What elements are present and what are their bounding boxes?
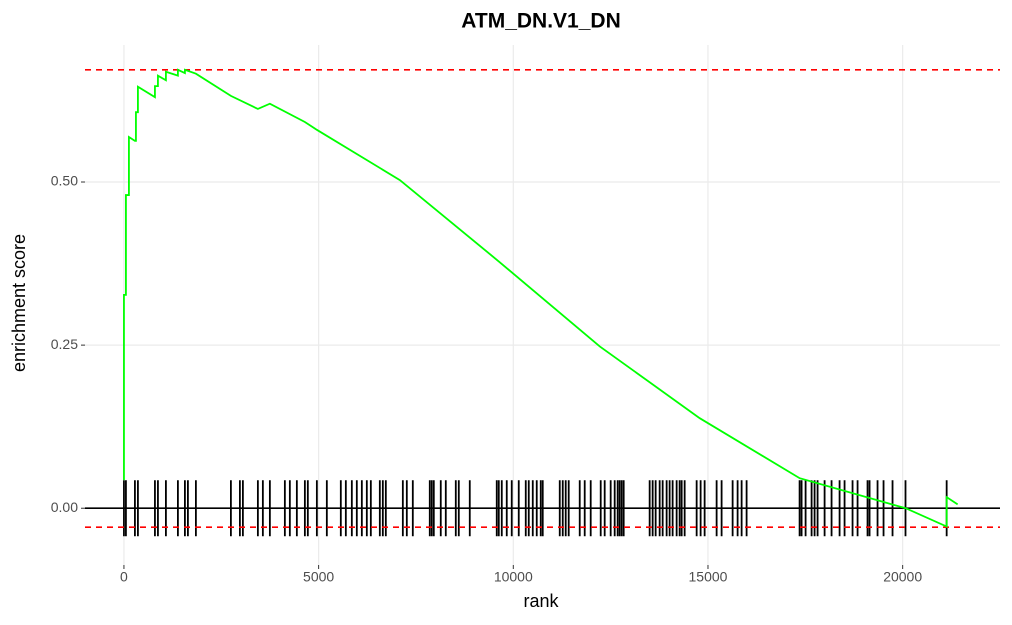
x-tick-label: 15000 <box>689 569 728 585</box>
x-tick-label: 5000 <box>303 569 334 585</box>
y-axis-label: enrichment score <box>9 234 29 372</box>
y-tick-label: 0.00 <box>51 499 78 515</box>
y-tick-label: 0.25 <box>51 336 78 352</box>
x-tick-label: 10000 <box>494 569 533 585</box>
y-tick-label: 0.50 <box>51 173 78 189</box>
x-tick-label: 0 <box>120 569 128 585</box>
chart-title: ATM_DN.V1_DN <box>461 10 620 33</box>
running-es-line <box>123 68 959 528</box>
x-tick-label: 20000 <box>883 569 922 585</box>
x-axis-label: rank <box>523 591 559 611</box>
